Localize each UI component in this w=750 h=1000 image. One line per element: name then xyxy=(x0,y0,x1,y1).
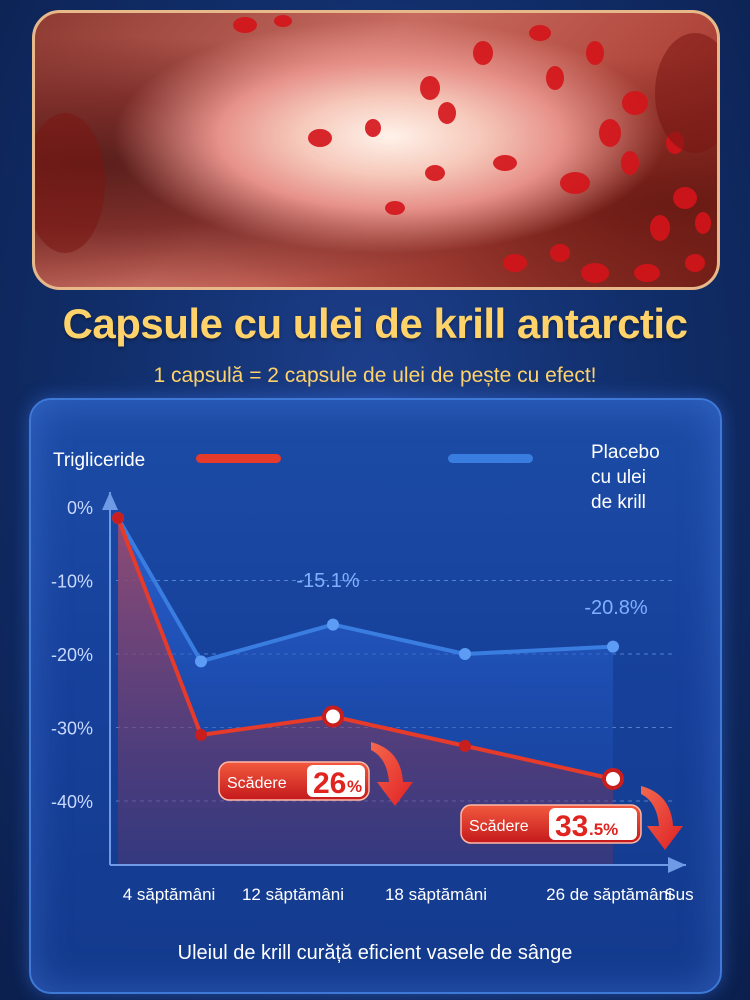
footer-caption: Uleiul de krill curăță eficient vasele d… xyxy=(177,942,573,964)
x-tick-label: 12 săptămâni xyxy=(242,885,344,904)
krill-highlight-point xyxy=(322,705,344,728)
down-arrow-icon xyxy=(371,742,413,806)
placebo-point xyxy=(327,618,339,631)
y-tick-label: -20% xyxy=(51,645,93,665)
x-axis-end-label: Sus xyxy=(664,885,693,904)
y-tick-label: 0% xyxy=(67,498,93,518)
krill-point xyxy=(459,739,471,752)
callout-value: 33 xyxy=(555,810,588,843)
page-subtitle: 1 capsulă = 2 capsule de ulei de pește c… xyxy=(153,364,597,387)
x-axis-arrow xyxy=(668,857,686,873)
callout-unit: .5% xyxy=(589,820,618,839)
legend-placebo-line-3: de krill xyxy=(591,492,646,513)
legend-krill-swatch xyxy=(196,454,281,463)
x-tick-label: 18 săptămâni xyxy=(385,885,487,904)
x-tick-label: 26 de săptămâni xyxy=(546,885,672,904)
y-axis-arrow xyxy=(102,492,118,510)
legend-placebo-line-1: Placebo xyxy=(591,442,660,463)
callout-value-box xyxy=(307,765,365,797)
placebo-point xyxy=(459,648,471,660)
legend-krill-label: Trigliceride xyxy=(53,450,146,471)
callout-value-box xyxy=(549,808,637,840)
krill-point xyxy=(112,512,124,525)
callout-label: Scădere xyxy=(227,775,287,792)
y-tick-label: -30% xyxy=(51,719,93,739)
blood-vessel-illustration xyxy=(35,15,717,283)
placebo-point xyxy=(195,655,207,668)
krill-highlight-point xyxy=(602,767,624,790)
krill-point xyxy=(195,728,207,741)
decrease-callout: Scădere 26% xyxy=(218,742,413,806)
placebo-point xyxy=(607,640,619,653)
callout-value: 26 xyxy=(313,767,346,800)
legend-placebo-swatch xyxy=(448,454,533,463)
callout-unit: % xyxy=(347,777,362,796)
hero-image xyxy=(32,10,720,290)
placebo-annotation: -20.8% xyxy=(584,597,648,619)
y-tick-label: -40% xyxy=(51,792,93,812)
page-title: Capsule cu ulei de krill antarctic xyxy=(62,300,688,347)
down-arrow-icon xyxy=(641,786,683,850)
decrease-callout: Scădere 33.5% xyxy=(460,786,683,850)
legend-placebo-label: Placebo cu ulei de krill xyxy=(591,440,711,515)
placebo-annotation: -15.1% xyxy=(296,570,360,592)
y-tick-label: -10% xyxy=(51,572,93,592)
chart-panel: 0% -10% -20% -30% -40% 4 săptămâni 12 săptămân… xyxy=(29,398,722,994)
legend-placebo-line-2: cu ulei xyxy=(591,467,646,488)
callout-label: Scădere xyxy=(469,818,529,835)
line-chart: 0% -10% -20% -30% -40% 4 săptămâni 12 săptămân… xyxy=(51,492,694,904)
x-tick-label: 4 săptămâni xyxy=(123,885,216,904)
